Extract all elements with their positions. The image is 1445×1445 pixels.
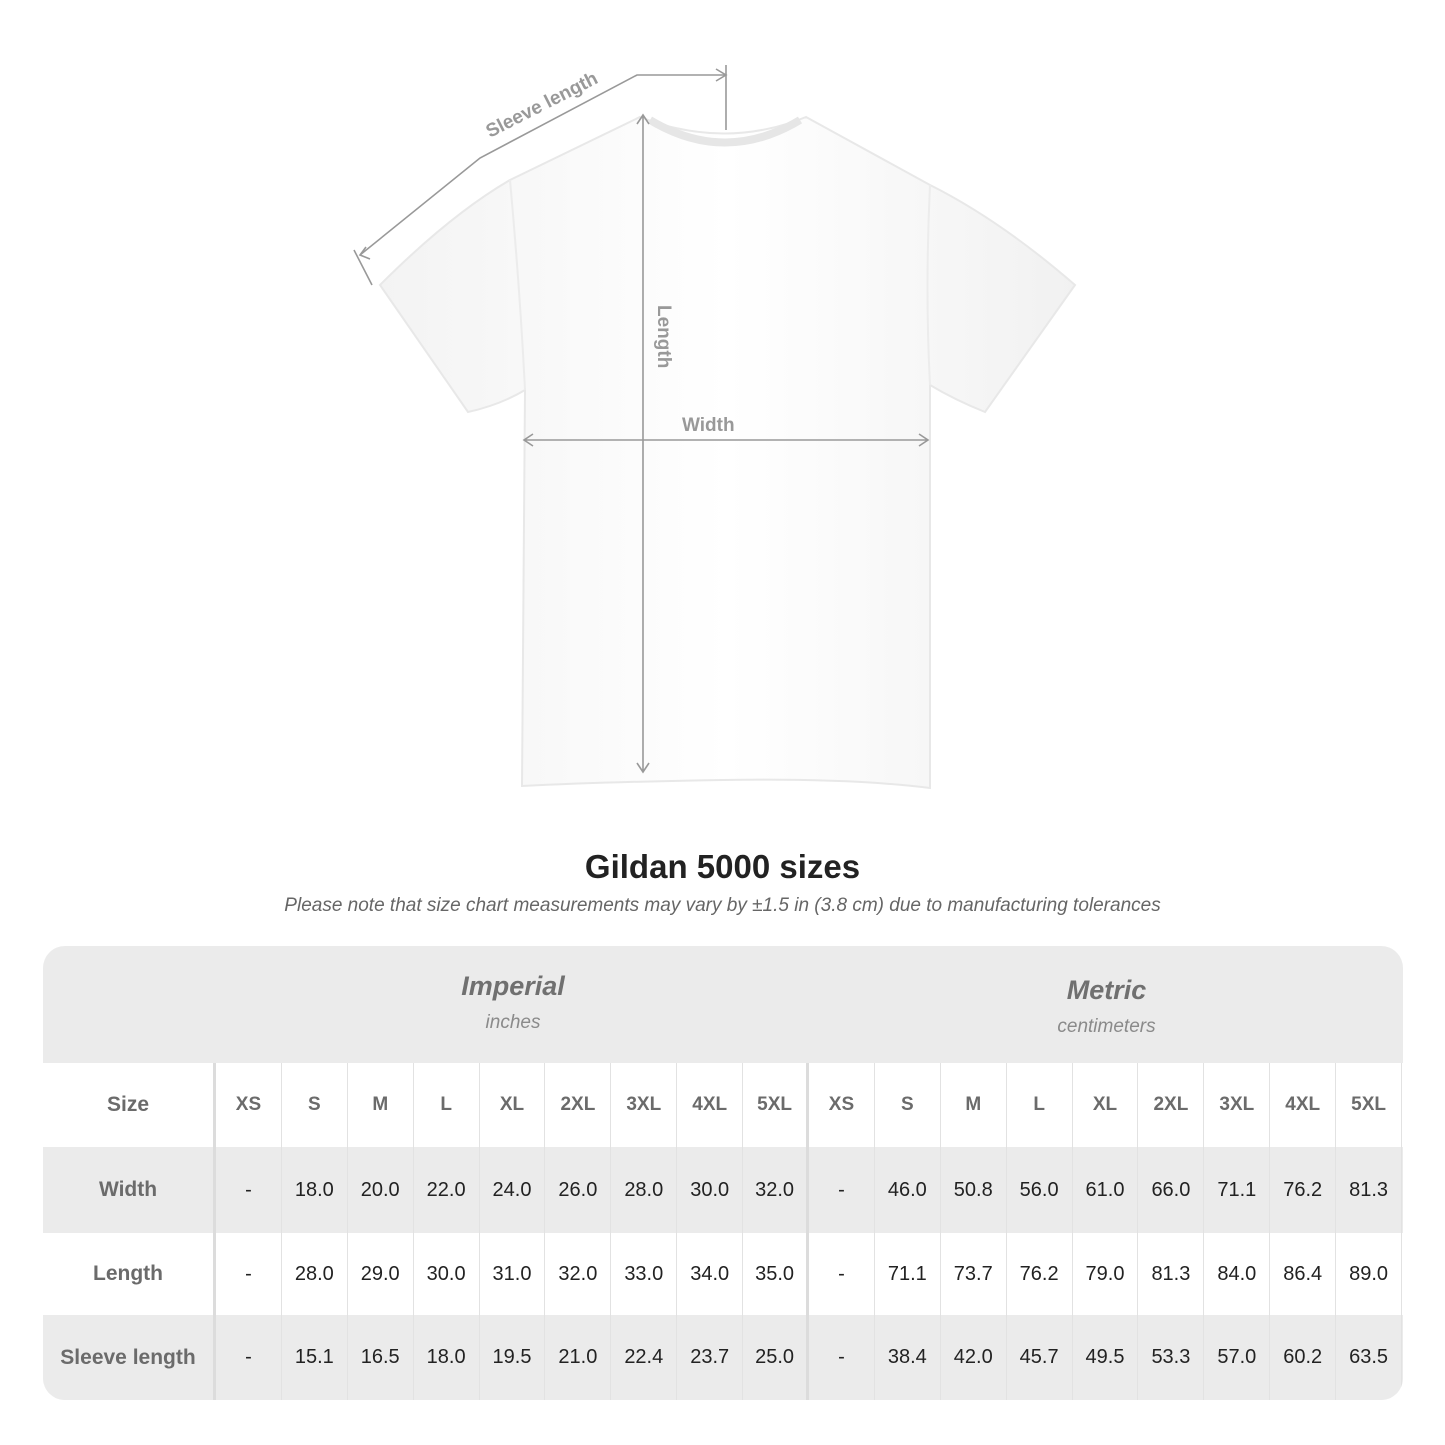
size-metric-cell: 2XL xyxy=(1138,1063,1205,1147)
metric-value-cell: 81.3 xyxy=(1336,1147,1403,1233)
imperial-value-cell: 22.0 xyxy=(414,1147,480,1233)
metric-value-cell: 76.2 xyxy=(1007,1233,1073,1315)
metric-value-cell: 63.5 xyxy=(1336,1315,1403,1400)
metric-value-cell: 53.3 xyxy=(1138,1315,1205,1400)
width-label: Width xyxy=(682,415,735,436)
row-label: Length xyxy=(43,1233,216,1315)
size-imperial-cell: XL xyxy=(480,1063,546,1147)
metric-value-cell: 57.0 xyxy=(1204,1315,1271,1400)
chart-subtitle: Please note that size chart measurements… xyxy=(284,895,1161,916)
imperial-value-cell: 24.0 xyxy=(480,1147,546,1233)
metric-value-cell: - xyxy=(809,1147,875,1233)
imperial-value-cell: 28.0 xyxy=(611,1147,678,1233)
metric-unit: centimeters xyxy=(1057,1016,1156,1037)
imperial-label: Imperial xyxy=(461,971,565,1001)
imperial-value-cell: 15.1 xyxy=(282,1315,348,1400)
length-label: Length xyxy=(653,305,674,368)
metric-value-cell: - xyxy=(809,1315,875,1400)
imperial-value-cell: 31.0 xyxy=(480,1233,546,1315)
size-imperial-cell: L xyxy=(414,1063,480,1147)
metric-value-cell: 61.0 xyxy=(1073,1147,1139,1233)
size-imperial-cell: 5XL xyxy=(743,1063,810,1147)
metric-value-cell: 86.4 xyxy=(1270,1233,1337,1315)
metric-label: Metric xyxy=(1066,975,1147,1005)
metric-header: Metric centimeters xyxy=(810,946,1403,1092)
row-label: Sleeve length xyxy=(43,1315,216,1400)
imperial-value-cell: 19.5 xyxy=(480,1315,546,1400)
size-metric-cell: 5XL xyxy=(1336,1063,1403,1147)
metric-value-cell: 50.8 xyxy=(941,1147,1007,1233)
tshirt-shape xyxy=(378,115,1077,790)
metric-value-cell: 84.0 xyxy=(1204,1233,1271,1315)
metric-value-cell: 79.0 xyxy=(1073,1233,1139,1315)
imperial-unit: inches xyxy=(485,1012,541,1033)
imperial-value-cell: 16.5 xyxy=(348,1315,414,1400)
imperial-value-cell: 30.0 xyxy=(414,1233,480,1315)
imperial-value-cell: 22.4 xyxy=(611,1315,678,1400)
imperial-header: Imperial inches xyxy=(216,946,810,1088)
sleeve-length-label: Sleeve length xyxy=(483,68,602,142)
imperial-value-cell: - xyxy=(216,1147,282,1233)
size-metric-cell: XL xyxy=(1073,1063,1139,1147)
size-metric-cell: 3XL xyxy=(1204,1063,1271,1147)
size-table: Imperial inches Metric centimeters Size X… xyxy=(43,946,1403,1400)
imperial-value-cell: - xyxy=(216,1233,282,1315)
imperial-value-cell: 32.0 xyxy=(545,1233,612,1315)
measure-lines xyxy=(353,65,930,774)
metric-value-cell: 45.7 xyxy=(1007,1315,1073,1400)
metric-value-cell: 71.1 xyxy=(875,1233,941,1315)
imperial-value-cell: 34.0 xyxy=(677,1233,744,1315)
size-imperial-cell: S xyxy=(282,1063,348,1147)
width-line xyxy=(522,433,930,447)
imperial-value-cell: 33.0 xyxy=(611,1233,678,1315)
tshirt-diagram: Sleeve length Length Width xyxy=(353,65,1077,790)
metric-value-cell: 42.0 xyxy=(941,1315,1007,1400)
chart-title: Gildan 5000 sizes xyxy=(584,848,861,885)
size-metric-cell: S xyxy=(875,1063,941,1147)
imperial-value-cell: 26.0 xyxy=(545,1147,612,1233)
size-metric-cell: XS xyxy=(809,1063,875,1147)
metric-value-cell: 49.5 xyxy=(1073,1315,1139,1400)
imperial-value-cell: 28.0 xyxy=(282,1233,348,1315)
imperial-value-cell: - xyxy=(216,1315,282,1400)
imperial-value-cell: 23.7 xyxy=(677,1315,744,1400)
imperial-value-cell: 35.0 xyxy=(743,1233,810,1315)
imperial-value-cell: 21.0 xyxy=(545,1315,612,1400)
metric-value-cell: 73.7 xyxy=(941,1233,1007,1315)
metric-value-cell: 71.1 xyxy=(1204,1147,1271,1233)
row-label: Width xyxy=(43,1147,216,1233)
size-imperial-cell: XS xyxy=(216,1063,282,1147)
imperial-value-cell: 30.0 xyxy=(677,1147,744,1233)
metric-value-cell: 38.4 xyxy=(875,1315,941,1400)
imperial-value-cell: 20.0 xyxy=(348,1147,414,1233)
imperial-value-cell: 18.0 xyxy=(282,1147,348,1233)
table-row: Width -18.0 20.0 22.0 24.0 26.0 28.0 30.0 32.0-4… xyxy=(43,1147,1403,1233)
metric-value-cell: - xyxy=(809,1233,875,1315)
row-label: Size xyxy=(43,1063,216,1147)
metric-value-cell: 76.2 xyxy=(1270,1147,1337,1233)
imperial-value-cell: 25.0 xyxy=(743,1315,810,1400)
metric-value-cell: 89.0 xyxy=(1336,1233,1403,1315)
table-row: Length -28.0 29.0 30.0 31.0 32.0 33.0 34.0 35.0-… xyxy=(43,1233,1403,1315)
imperial-value-cell: 32.0 xyxy=(743,1147,810,1233)
metric-value-cell: 56.0 xyxy=(1007,1147,1073,1233)
size-imperial-cell: M xyxy=(348,1063,414,1147)
imperial-value-cell: 29.0 xyxy=(348,1233,414,1315)
metric-value-cell: 60.2 xyxy=(1270,1315,1337,1400)
imperial-value-cell: 18.0 xyxy=(414,1315,480,1400)
size-header-row: Size XS S M L XL 2XL 3XL 4XL 5XL XS S M L XL 2XL 3XL 4XL 5… xyxy=(43,1063,1403,1147)
table-row: Sleeve length -15.1 16.5 18.0 19.5 21.0 22.4 23… xyxy=(43,1315,1403,1400)
size-imperial-cell: 3XL xyxy=(611,1063,678,1147)
size-imperial-cell: 2XL xyxy=(545,1063,612,1147)
size-metric-cell: 4XL xyxy=(1270,1063,1337,1147)
metric-value-cell: 81.3 xyxy=(1138,1233,1205,1315)
metric-value-cell: 66.0 xyxy=(1138,1147,1205,1233)
size-metric-cell: L xyxy=(1007,1063,1073,1147)
size-metric-cell: M xyxy=(941,1063,1007,1147)
size-imperial-cell: 4XL xyxy=(677,1063,744,1147)
metric-value-cell: 46.0 xyxy=(875,1147,941,1233)
length-line xyxy=(636,113,650,774)
